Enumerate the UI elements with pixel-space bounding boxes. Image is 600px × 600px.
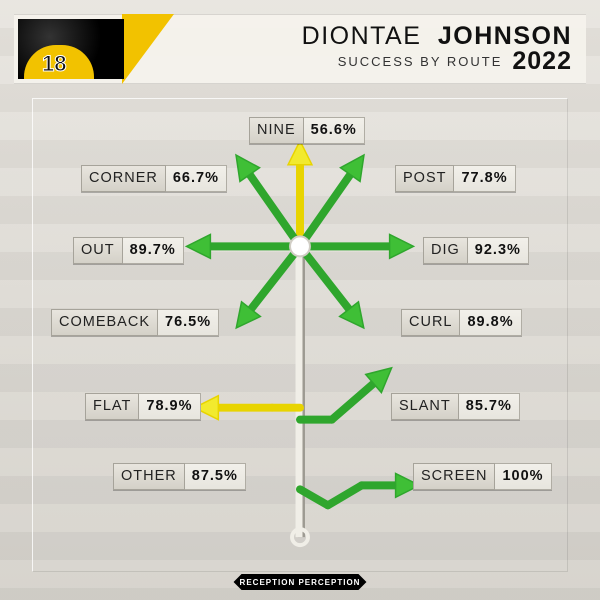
- route-arrow-out: [186, 234, 300, 258]
- route-value: 89.7%: [123, 237, 184, 264]
- route-label: SCREEN: [413, 463, 495, 490]
- route-value: 76.5%: [158, 309, 219, 336]
- player-last-name: JOHNSON: [438, 22, 572, 50]
- route-badge-screen: SCREEN100%: [413, 463, 552, 490]
- brand-footer: RECEPTION PERCEPTION: [234, 574, 367, 590]
- route-arrow-dig: [300, 234, 414, 258]
- chart-year: 2022: [512, 49, 572, 75]
- route-arrow-comeback: [236, 246, 300, 328]
- route-value: 100%: [495, 463, 551, 490]
- route-badge-nine: NINE56.6%: [249, 117, 365, 144]
- player-photo: 18: [18, 19, 124, 79]
- route-label: COMEBACK: [51, 309, 158, 336]
- route-arrow-slant: [300, 368, 392, 420]
- route-label: CURL: [401, 309, 460, 336]
- route-arrow-flat: [194, 396, 300, 420]
- route-label: OTHER: [113, 463, 185, 490]
- route-arrow-corner: [236, 155, 300, 246]
- accent-triangle: [122, 14, 174, 84]
- chart-subtitle: SUCCESS BY ROUTE: [338, 55, 503, 68]
- route-label: DIG: [423, 237, 468, 264]
- route-label: OUT: [73, 237, 123, 264]
- route-arrow-post: [300, 155, 364, 246]
- route-value: 77.8%: [454, 165, 515, 192]
- route-badge-dig: DIG92.3%: [423, 237, 529, 264]
- route-arrow-curl: [300, 246, 364, 328]
- route-value: 78.9%: [139, 393, 200, 420]
- route-label: POST: [395, 165, 454, 192]
- route-value: 92.3%: [468, 237, 529, 264]
- header-bar: 18 DIONTAE JOHNSON SUCCESS BY ROUTE 2022: [14, 14, 586, 84]
- route-badge-out: OUT89.7%: [73, 237, 184, 264]
- title-group: DIONTAE JOHNSON SUCCESS BY ROUTE 2022: [174, 24, 574, 75]
- route-label: FLAT: [85, 393, 139, 420]
- route-label: SLANT: [391, 393, 459, 420]
- route-value: 56.6%: [304, 117, 365, 144]
- route-badge-curl: CURL89.8%: [401, 309, 522, 336]
- route-label: NINE: [249, 117, 304, 144]
- route-value: 87.5%: [185, 463, 246, 490]
- route-badge-corner: CORNER66.7%: [81, 165, 227, 192]
- route-arrow-screen: [300, 473, 419, 505]
- route-value: 66.7%: [166, 165, 227, 192]
- route-badge-slant: SLANT85.7%: [391, 393, 520, 420]
- route-tree-panel: NINE56.6% POST77.8% CORNER66.7% DIG92.3% OUT…: [32, 98, 568, 572]
- route-badge-flat: FLAT78.9%: [85, 393, 201, 420]
- player-first-name: DIONTAE: [302, 22, 422, 50]
- route-badge-post: POST77.8%: [395, 165, 516, 192]
- route-label: CORNER: [81, 165, 166, 192]
- jersey-number: 18: [42, 51, 66, 77]
- route-badge-comeback: COMEBACK76.5%: [51, 309, 219, 336]
- route-value: 85.7%: [459, 393, 520, 420]
- route-value: 89.8%: [460, 309, 521, 336]
- route-badge-other: OTHER87.5%: [113, 463, 246, 490]
